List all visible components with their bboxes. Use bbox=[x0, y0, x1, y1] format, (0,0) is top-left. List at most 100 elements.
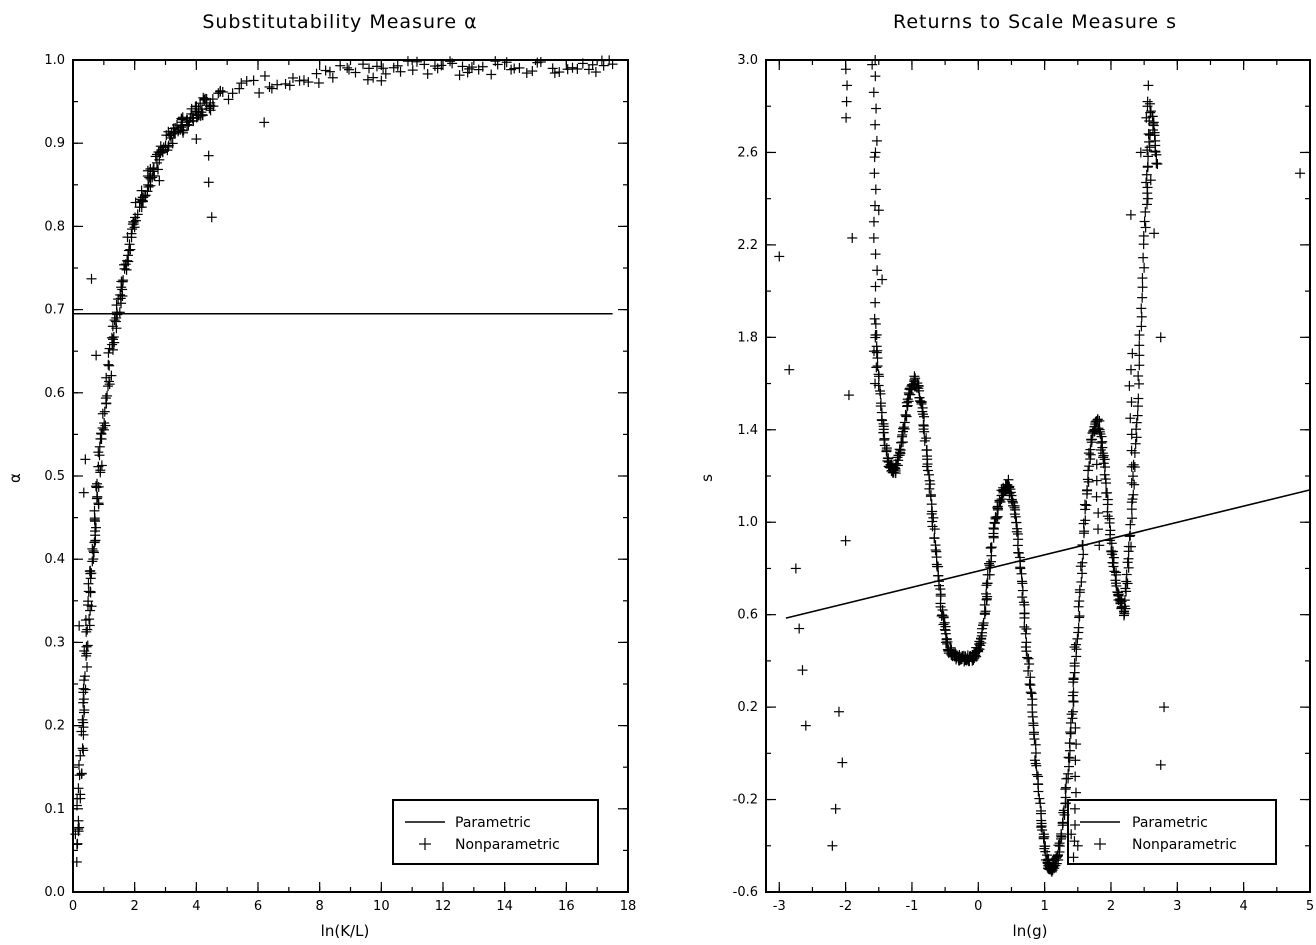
right-nonparametric-point bbox=[1082, 485, 1093, 496]
right-nonparametric-point bbox=[1121, 569, 1132, 580]
right-nonparametric-point bbox=[870, 249, 881, 260]
right-nonparametric-point bbox=[919, 435, 930, 446]
left-nonparametric-point bbox=[111, 300, 122, 311]
left-nonparametric-point bbox=[81, 641, 92, 652]
right-nonparametric-point bbox=[1126, 445, 1137, 456]
left-nonparametric-point bbox=[114, 307, 125, 318]
chart-left-legend: Parametric Nonparametric bbox=[392, 799, 599, 865]
left-ytick-label: 0.5 bbox=[44, 469, 65, 484]
right-nonparametric-point bbox=[870, 281, 881, 292]
left-nonparametric-point bbox=[79, 671, 90, 682]
left-nonparametric-point bbox=[101, 372, 112, 383]
right-nonparametric-point bbox=[1126, 541, 1137, 552]
right-nonparametric-point bbox=[1058, 807, 1069, 818]
right-nonparametric-point bbox=[986, 542, 997, 553]
right-nonparametric-point bbox=[980, 606, 991, 617]
right-nonparametric-point bbox=[870, 318, 881, 329]
left-nonparametric-point bbox=[320, 65, 331, 76]
left-nonparametric-point bbox=[152, 164, 163, 175]
left-nonparametric-point bbox=[109, 315, 120, 326]
left-nonparametric-point bbox=[206, 212, 217, 223]
left-nonparametric-point bbox=[254, 87, 265, 98]
left-nonparametric-point bbox=[95, 467, 106, 478]
right-nonparametric-point bbox=[1128, 489, 1139, 500]
right-nonparametric-point bbox=[1126, 461, 1137, 472]
left-xtick-label: 18 bbox=[620, 899, 637, 914]
left-nonparametric-point bbox=[298, 75, 309, 86]
left-nonparametric-point bbox=[123, 250, 134, 261]
right-nonparametric-point bbox=[981, 588, 992, 599]
right-nonparametric-point bbox=[1126, 397, 1137, 408]
left-nonparametric-point bbox=[122, 255, 133, 266]
left-nonparametric-point bbox=[457, 61, 468, 72]
left-nonparametric-point bbox=[73, 783, 84, 794]
right-nonparametric-point bbox=[991, 512, 1002, 523]
right-nonparametric-point bbox=[1142, 182, 1153, 193]
right-nonparametric-point bbox=[871, 103, 882, 114]
left-nonparametric-point bbox=[167, 138, 178, 149]
left-nonparametric-point bbox=[454, 70, 465, 81]
right-nonparametric-point bbox=[1019, 599, 1030, 610]
left-nonparametric-point bbox=[567, 62, 578, 73]
right-nonparametric-point bbox=[1132, 410, 1143, 421]
left-nonparametric-point bbox=[95, 433, 106, 444]
right-nonparametric-point bbox=[1101, 488, 1112, 499]
left-nonparametric-point bbox=[223, 94, 234, 105]
right-nonparametric-point bbox=[897, 437, 908, 448]
right-nonparametric-point bbox=[1138, 252, 1149, 263]
right-nonparametric-point bbox=[869, 168, 880, 179]
left-nonparametric-point bbox=[335, 60, 346, 71]
right-nonparametric-point bbox=[1073, 622, 1084, 633]
right-nonparametric-point bbox=[979, 599, 990, 610]
left-nonparametric-point bbox=[88, 545, 99, 556]
right-nonparametric-point bbox=[1070, 722, 1081, 733]
right-nonparametric-point bbox=[1063, 761, 1074, 772]
right-nonparametric-point bbox=[1070, 787, 1081, 798]
left-nonparametric-point bbox=[358, 59, 369, 70]
left-ytick-label: 0.3 bbox=[44, 635, 65, 650]
right-nonparametric-point bbox=[913, 383, 924, 394]
right-ytick-label: 3.0 bbox=[737, 53, 758, 68]
right-nonparametric-point bbox=[1137, 282, 1148, 293]
right-nonparametric-point bbox=[982, 591, 993, 602]
right-nonparametric-point bbox=[975, 633, 986, 644]
right-nonparametric-point bbox=[1125, 413, 1136, 424]
left-nonparametric-point bbox=[266, 83, 277, 94]
left-nonparametric-point bbox=[78, 487, 89, 498]
right-nonparametric-point bbox=[1081, 500, 1092, 511]
right-nonparametric-point bbox=[1023, 653, 1034, 664]
right-nonparametric-point bbox=[1119, 595, 1130, 606]
right-nonparametric-point bbox=[1063, 768, 1074, 779]
left-nonparametric-point bbox=[94, 441, 105, 452]
right-nonparametric-point bbox=[1018, 597, 1029, 608]
right-nonparametric-point bbox=[1036, 821, 1047, 832]
left-nonparametric-point bbox=[99, 406, 110, 417]
right-nonparametric-point bbox=[1140, 222, 1151, 233]
right-nonparametric-point bbox=[1065, 717, 1076, 728]
left-nonparametric-point bbox=[264, 81, 275, 92]
left-xtick-label: 4 bbox=[192, 899, 200, 914]
right-nonparametric-point bbox=[1127, 348, 1138, 359]
left-nonparametric-point bbox=[407, 65, 418, 76]
left-nonparametric-point bbox=[280, 78, 291, 89]
left-nonparametric-point bbox=[362, 74, 373, 85]
right-nonparametric-point bbox=[1093, 524, 1104, 535]
right-nonparametric-point bbox=[1068, 674, 1079, 685]
left-nonparametric-point bbox=[294, 75, 305, 86]
right-nonparametric-point bbox=[1019, 612, 1030, 623]
right-nonparametric-point bbox=[1142, 193, 1153, 204]
left-ytick-label: 0.1 bbox=[44, 802, 65, 817]
left-nonparametric-point bbox=[86, 568, 97, 579]
right-nonparametric-point bbox=[1137, 292, 1148, 303]
right-nonparametric-point bbox=[784, 364, 795, 375]
right-nonparametric-point bbox=[1030, 748, 1041, 759]
right-nonparametric-point bbox=[868, 216, 879, 227]
left-nonparametric-point bbox=[127, 224, 138, 235]
right-nonparametric-point bbox=[868, 87, 879, 98]
left-nonparametric-point bbox=[147, 172, 158, 183]
right-nonparametric-point bbox=[1110, 575, 1121, 586]
left-nonparametric-point bbox=[140, 190, 151, 201]
right-nonparametric-point bbox=[1131, 417, 1142, 428]
right-nonparametric-point bbox=[924, 483, 935, 494]
right-nonparametric-point bbox=[1030, 758, 1041, 769]
